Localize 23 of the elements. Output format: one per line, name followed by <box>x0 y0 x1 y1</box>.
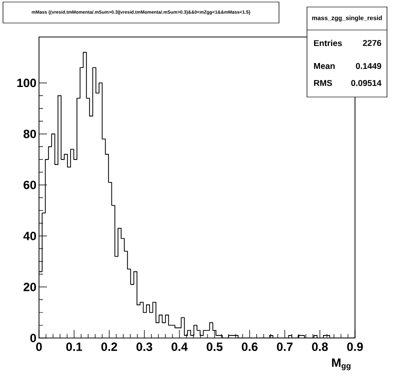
y-tick-label: 80 <box>24 130 36 138</box>
x-tick-label: 0.8 <box>312 342 328 351</box>
text: 2276 <box>362 40 382 46</box>
y-tick-label: 0 <box>30 334 36 342</box>
annotation: RMS <box>314 80 332 86</box>
text: 0.1449 <box>356 63 382 69</box>
y-tick-label: 20 <box>24 282 36 292</box>
x-tick-label: 0.1 <box>66 342 82 351</box>
annotation: Mean <box>314 63 335 69</box>
x-tick-label: 0 <box>36 342 42 351</box>
x-tick-label: 0.3 <box>136 342 152 352</box>
y-tick-label: 100 <box>17 78 36 88</box>
annotation: Entries <box>314 40 342 46</box>
x-tick-label: 0.2 <box>101 342 118 351</box>
y-tick-label: 60 <box>24 180 36 190</box>
x-tick-label: 0.9 <box>347 342 363 351</box>
annotation: 0.09514 <box>351 80 382 86</box>
y-tick-label: 40 <box>23 232 36 240</box>
x-tick-label: 0.4 <box>172 342 188 351</box>
x-tick-label: 0.7 <box>276 342 293 351</box>
x-axis-title: M$_{gg}$ <box>332 358 350 370</box>
x-tick-label: 0.5 <box>206 342 223 351</box>
x-tick-label: 0.6 <box>242 342 258 351</box>
